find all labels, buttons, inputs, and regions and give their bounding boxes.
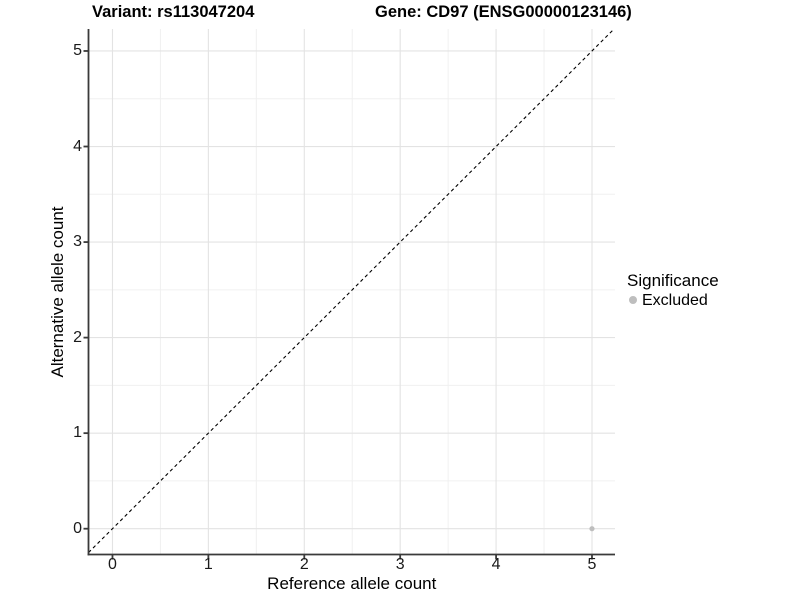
y-tick-label-5: 5 <box>73 41 82 59</box>
plot-title-gene: Gene: CD97 (ENSG00000123146) <box>375 3 632 21</box>
legend: Significance Excluded <box>627 271 719 309</box>
y-tick-label-1: 1 <box>73 424 82 442</box>
legend-item-excluded: Excluded <box>629 292 719 310</box>
data-point <box>589 526 595 532</box>
x-tick-label-1: 1 <box>203 556 213 573</box>
y-tick-label-3: 3 <box>73 233 82 251</box>
identity-dashed-line <box>88 28 615 553</box>
legend-item-label: Excluded <box>642 291 708 309</box>
y-tick-label-2: 2 <box>73 328 82 346</box>
x-axis-title: Reference allele count <box>267 574 437 593</box>
x-tick-label-2: 2 <box>299 556 309 573</box>
legend-title: Significance <box>627 271 719 290</box>
x-tick-label-3: 3 <box>395 556 405 573</box>
y-tick-label-0: 0 <box>73 519 82 537</box>
plot-title-variant: Variant: rs113047204 <box>92 3 255 21</box>
x-tick-label-0: 0 <box>108 556 117 573</box>
y-axis-title: Alternative allele count <box>48 206 67 378</box>
legend-key-dot-icon <box>629 296 637 305</box>
x-tick-label-4: 4 <box>491 556 501 573</box>
y-tick-label-4: 4 <box>73 137 82 155</box>
x-tick-label-5: 5 <box>587 556 597 573</box>
